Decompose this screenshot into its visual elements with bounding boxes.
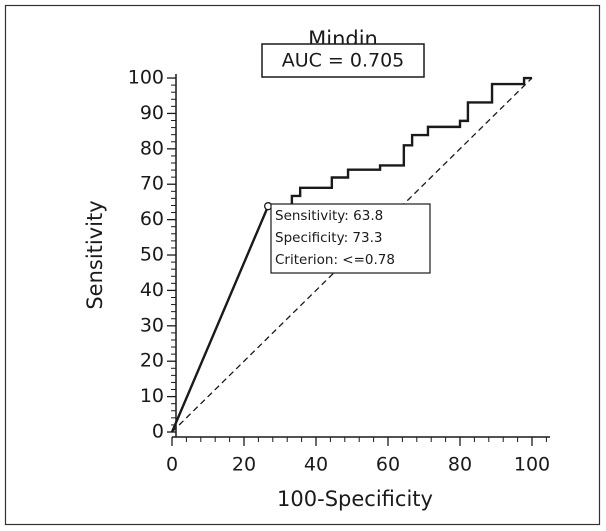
y-axis-title: Sensitivity bbox=[83, 200, 107, 309]
auc-box bbox=[261, 43, 425, 78]
callout-line: Criterion: <=0.78 bbox=[275, 252, 395, 268]
y-tick-label: 60 bbox=[140, 208, 164, 230]
y-tick-label: 40 bbox=[140, 279, 164, 301]
roc-curve bbox=[170, 76, 532, 433]
y-tick-label: 90 bbox=[140, 102, 164, 124]
x-tick-label: 80 bbox=[448, 454, 472, 476]
frame bbox=[4, 4, 601, 526]
plot: 0 10 20 30 40 50 60 70 80 90 100 0 20 40 60 80 100 bbox=[128, 67, 550, 476]
y-tick-label: 80 bbox=[140, 137, 164, 159]
callout-line: Sensitivity: 63.8 bbox=[275, 208, 383, 224]
y-tick-label: 70 bbox=[140, 173, 164, 195]
y-tick-label: 0 bbox=[152, 421, 164, 443]
y-tick-label: 30 bbox=[140, 314, 164, 336]
y-tick-label: 20 bbox=[140, 350, 164, 372]
callout: Sensitivity: 63.8 Specificity: 73.3 Crit… bbox=[270, 203, 431, 274]
auc-label: AUC = 0.705 bbox=[282, 50, 405, 72]
x-tick-label: 20 bbox=[232, 454, 256, 476]
x-axis-title: 100-Specificity bbox=[277, 487, 433, 511]
x-tick-label: 0 bbox=[166, 454, 178, 476]
callout-line: Specificity: 73.3 bbox=[275, 230, 383, 246]
x-tick-label: 60 bbox=[376, 454, 400, 476]
y-tick-label: 10 bbox=[140, 385, 164, 407]
y-tick-label: 50 bbox=[140, 244, 164, 266]
x-tick-label: 100 bbox=[514, 454, 550, 476]
y-tick-label: 100 bbox=[128, 67, 164, 89]
x-tick-label: 40 bbox=[304, 454, 328, 476]
callout-box bbox=[270, 203, 431, 274]
